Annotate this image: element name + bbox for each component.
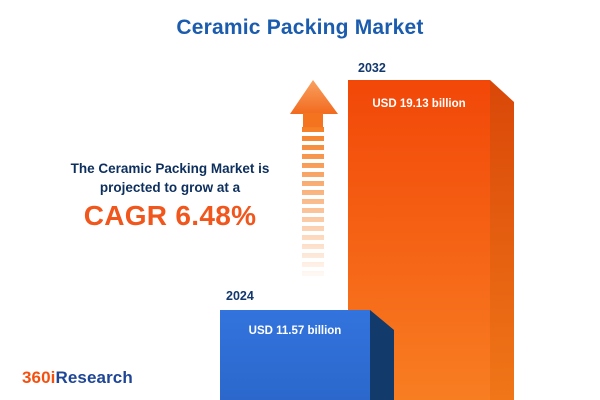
brand-logo-research: Research bbox=[55, 368, 133, 387]
growth-annotation: The Ceramic Packing Market is projected … bbox=[34, 159, 306, 197]
growth-arrow-icon bbox=[290, 80, 338, 114]
growth-arrow-shaft bbox=[303, 113, 323, 127]
page-title: Ceramic Packing Market bbox=[176, 16, 424, 39]
annotation-line-1: The Ceramic Packing Market is bbox=[70, 161, 270, 176]
bar-2024-side bbox=[370, 310, 394, 400]
year-label-2024: 2024 bbox=[226, 289, 254, 303]
value-label-2032: USD 19.13 billion bbox=[372, 98, 466, 110]
brand-logo: 360iResearch bbox=[22, 368, 133, 388]
brand-logo-360i: 360i bbox=[22, 368, 56, 387]
bar-2024-front bbox=[220, 310, 370, 400]
annotation-line-2: projected to grow at a bbox=[99, 180, 241, 195]
cagr-value: CAGR 6.48% bbox=[83, 200, 257, 231]
value-label-2024: USD 11.57 billion bbox=[248, 325, 342, 337]
bar-2032-side bbox=[490, 80, 514, 400]
year-label-2032: 2032 bbox=[358, 61, 386, 75]
growth-arrow-trail bbox=[302, 127, 324, 277]
